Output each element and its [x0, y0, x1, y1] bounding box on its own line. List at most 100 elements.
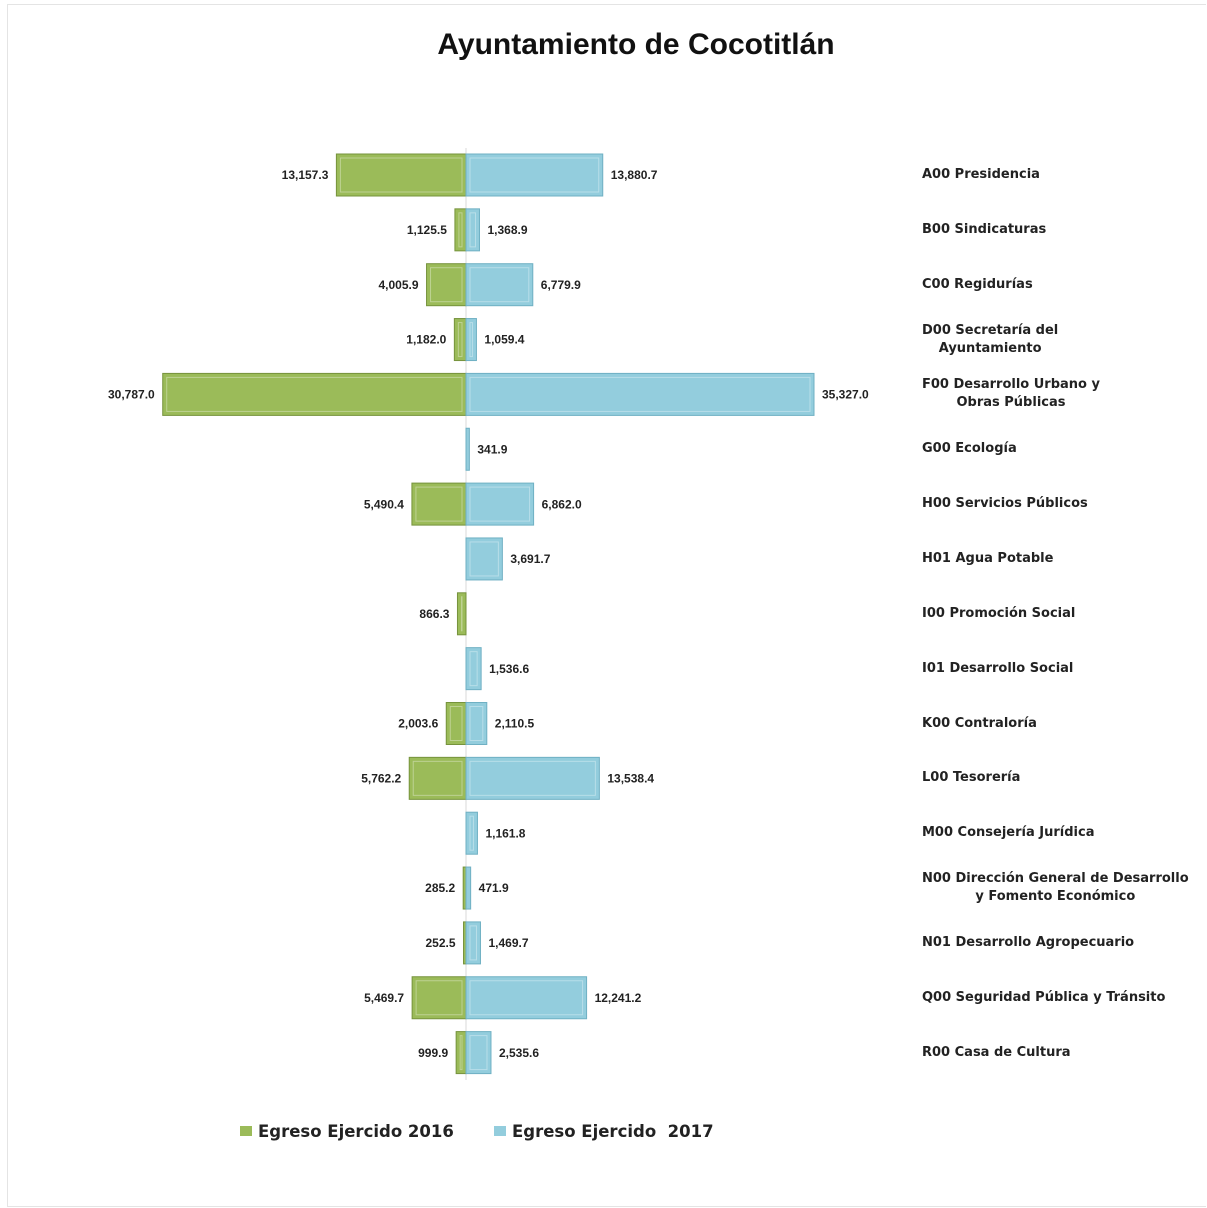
bar	[411, 976, 467, 1020]
bar	[465, 976, 588, 1020]
bar-bevel	[339, 157, 463, 193]
bar	[408, 756, 467, 800]
category-label: H00 Servicios Públicos	[922, 496, 1088, 512]
legend-swatch	[240, 1126, 252, 1136]
value-label: 5,490.4	[364, 497, 404, 511]
value-label: 1,536.6	[489, 662, 529, 676]
category-label: A00 Presidencia	[922, 167, 1040, 182]
bar	[162, 372, 467, 416]
bar-bevel	[469, 267, 530, 303]
bar-bevel	[457, 322, 463, 358]
bar-bevel	[460, 596, 463, 632]
bar-bevel	[469, 925, 477, 961]
bar-bevel	[469, 541, 499, 577]
value-label: 1,125.5	[407, 223, 447, 237]
bar-bevel	[469, 1035, 488, 1071]
category-label: F00 Desarrollo Urbano y Obras Públicas	[922, 377, 1100, 411]
bar-bevel	[458, 212, 463, 248]
value-label: 3,691.7	[510, 552, 550, 566]
value-label: 1,059.4	[484, 333, 524, 347]
bar-bevel	[412, 760, 463, 796]
category-label: I01 Desarrollo Social	[922, 660, 1074, 676]
category-label: C00 Regidurías	[922, 276, 1033, 292]
value-label: 285.2	[425, 881, 455, 895]
value-label: 1,368.9	[487, 223, 527, 237]
value-label: 999.9	[418, 1046, 448, 1060]
bar	[465, 866, 472, 910]
category-label: B00 Sindicaturas	[922, 221, 1047, 237]
bar	[465, 921, 481, 965]
bar	[426, 263, 467, 307]
bar	[465, 537, 503, 581]
bar-bevel	[469, 980, 584, 1016]
bar	[465, 647, 482, 691]
bar	[456, 592, 467, 636]
category-label: R00 Casa de Cultura	[922, 1044, 1071, 1060]
bar	[453, 318, 467, 362]
bar-bevel	[469, 376, 811, 412]
value-label: 35,327.0	[822, 388, 869, 402]
bar-bevel	[469, 651, 478, 687]
bar	[465, 702, 488, 745]
value-label: 6,862.0	[542, 497, 582, 511]
value-label: 1,182.0	[406, 333, 446, 347]
legend-label: Egreso Ejercido 2016	[258, 1122, 454, 1141]
value-label: 5,469.7	[364, 991, 404, 1005]
bar	[465, 427, 470, 471]
bar	[411, 482, 467, 526]
value-label: 13,157.3	[282, 168, 329, 182]
bar	[465, 153, 604, 197]
bar	[465, 756, 600, 800]
value-label: 13,880.7	[611, 168, 658, 182]
bar-bevel	[430, 267, 463, 303]
chart-title: Ayuntamiento de Cocotitlán	[437, 28, 834, 61]
value-label: 341.9	[477, 442, 507, 456]
category-label: Q00 Seguridad Pública y Tránsito	[922, 989, 1166, 1005]
bar-bevel	[166, 376, 463, 412]
legend-item: Egreso Ejercido 2016	[240, 1122, 454, 1141]
value-label: 2,110.5	[495, 717, 535, 731]
bar-bevel	[469, 212, 476, 248]
category-label: D00 Secretaría del Ayuntamiento	[922, 322, 1059, 356]
bar	[465, 372, 815, 416]
value-label: 6,779.9	[541, 278, 581, 292]
value-label: 252.5	[425, 936, 455, 950]
bar-bevel	[469, 322, 473, 358]
category-label: L00 Tesorería	[922, 770, 1021, 786]
category-label: M00 Consejería Jurídica	[922, 825, 1095, 841]
bar	[455, 1031, 467, 1075]
value-label: 866.3	[419, 607, 449, 621]
category-label: N01 Desarrollo Agropecuario	[922, 934, 1135, 950]
value-label: 13,538.4	[607, 772, 654, 786]
legend-swatch	[494, 1126, 506, 1136]
value-label: 1,469.7	[488, 936, 528, 950]
bar	[465, 811, 478, 855]
bar	[465, 208, 480, 252]
bar	[465, 263, 534, 307]
category-label: I00 Promoción Social	[922, 605, 1076, 621]
bar-bevel	[469, 486, 531, 522]
bar-bevel	[415, 486, 463, 522]
category-label: K00 Contraloría	[922, 715, 1037, 731]
bar	[465, 482, 535, 526]
bar	[465, 1031, 492, 1075]
bar-bevel	[459, 1035, 463, 1071]
category-label: N00 Dirección General de Desarrollo y Fo…	[922, 871, 1189, 905]
bar	[445, 702, 467, 745]
bar-bevel	[449, 706, 463, 741]
bar-bevel	[469, 157, 600, 193]
value-label: 30,787.0	[108, 388, 155, 402]
value-label: 5,762.2	[361, 772, 401, 786]
bar-bevel	[415, 980, 463, 1016]
legend-item: Egreso Ejercido 2017	[494, 1122, 714, 1141]
bar-bevel	[469, 760, 596, 796]
chart-frame	[7, 4, 1206, 1207]
bar	[465, 318, 477, 362]
value-label: 4,005.9	[378, 278, 418, 292]
value-label: 2,003.6	[398, 717, 438, 731]
bar	[454, 208, 467, 252]
legend-label: Egreso Ejercido 2017	[512, 1122, 714, 1141]
bar-bevel	[469, 815, 474, 851]
